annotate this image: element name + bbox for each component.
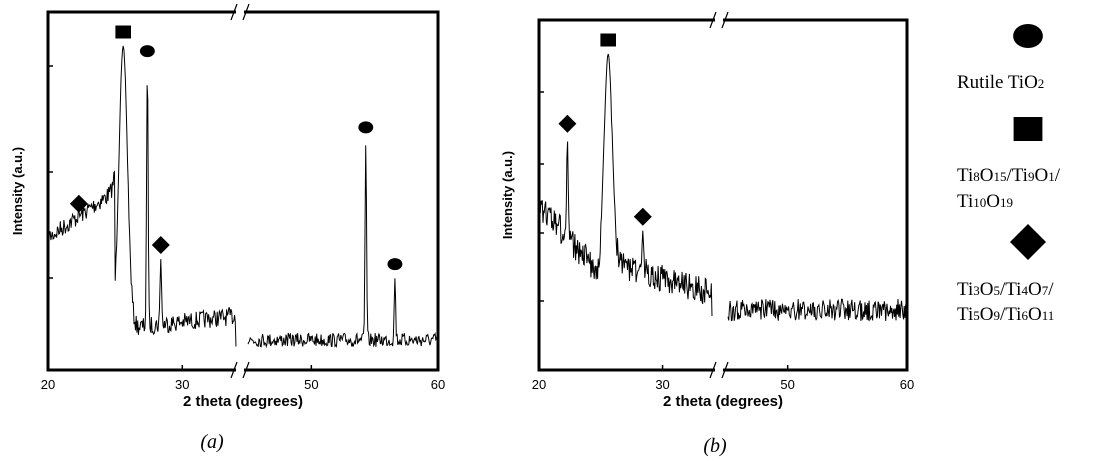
- xrd-trace-segment: [538, 53, 713, 317]
- x-tick-label: 50: [780, 377, 794, 392]
- legend-text-part: 9: [1028, 169, 1035, 184]
- legend-text-part: 8: [973, 169, 980, 184]
- legend-text-part: 6: [1021, 308, 1028, 323]
- peak-marker-diamond: [69, 194, 88, 213]
- peak-marker-diamond: [558, 114, 577, 133]
- axis-break-slash: [709, 11, 717, 29]
- x-tick-label: 60: [900, 377, 914, 392]
- axis-break-slash: [721, 361, 729, 379]
- panel-caption: (a): [200, 431, 224, 453]
- legend-text-part: O: [980, 279, 994, 300]
- axis-break-slash: [230, 3, 238, 21]
- peak-marker-square: [600, 33, 616, 47]
- legend-text-part: O: [980, 165, 994, 186]
- legend-label: Ti10O19: [957, 191, 1013, 212]
- phase-legend: Rutile TiO2Ti8O15/Ti9O1/Ti10O19Ti3O5/Ti4…: [957, 24, 1061, 325]
- x-tick-label: 60: [431, 377, 445, 392]
- legend-text-part: 3: [973, 283, 980, 298]
- legend-text-part: Ti: [957, 304, 973, 325]
- legend-text-part: O: [1034, 165, 1048, 186]
- legend-text-part: /Ti: [1000, 279, 1022, 300]
- axis-break-slash: [230, 361, 238, 379]
- peak-marker-circle: [139, 45, 155, 58]
- axis-break-gap-top: [236, 8, 244, 16]
- legend-text-part: 7: [1042, 283, 1049, 298]
- legend-text-part: 5: [973, 308, 980, 323]
- x-tick-label: 50: [304, 377, 318, 392]
- legend-text-part: O: [1028, 279, 1042, 300]
- axis-break-slash: [709, 361, 717, 379]
- legend-text-part: O: [1028, 304, 1042, 325]
- peak-marker-circle: [387, 258, 403, 271]
- legend-text-part: /: [1055, 165, 1061, 186]
- legend-text-part: 9: [993, 308, 1000, 323]
- chart-panel-a: 20 30 50 60 2 theta (degrees) Intensity (a.u.…: [10, 3, 445, 453]
- legend-text-part: /: [1048, 279, 1054, 300]
- legend-label: Ti8O15/Ti9O1/: [957, 165, 1061, 186]
- peak-marker-diamond: [633, 207, 652, 226]
- peak-marker-diamond: [151, 236, 170, 255]
- x-axis-title: 2 theta (degrees): [663, 393, 783, 410]
- chart-panel-b: 20 30 50 60 2 theta (degrees) Intensity (a.u.…: [500, 11, 914, 457]
- legend-text-part: /Ti: [1000, 304, 1022, 325]
- legend-text-part: 15: [993, 169, 1006, 184]
- axis-break-gap-bottom: [715, 366, 723, 374]
- legend-text-part: 10: [973, 195, 986, 210]
- xrd-trace-segment: [727, 298, 908, 322]
- xrd-trace-segment: [47, 45, 237, 347]
- legend-text-part: 5: [993, 283, 1000, 298]
- plot-frame: [46, 10, 440, 372]
- x-tick-label: 30: [175, 377, 189, 392]
- x-tick-label: 20: [41, 377, 55, 392]
- axis-break-slash: [721, 11, 729, 29]
- legend-text-part: 1: [1048, 169, 1055, 184]
- peak-marker-circle: [358, 121, 374, 134]
- legend-text-part: Ti: [957, 191, 973, 212]
- legend-label: Rutile TiO2: [957, 72, 1044, 93]
- legend-diamond-icon: [1010, 224, 1046, 260]
- legend-text-part: Ti: [957, 165, 973, 186]
- axis-break-gap-bottom: [236, 366, 244, 374]
- legend-text-part: 11: [1042, 308, 1055, 323]
- xrd-trace-segment: [247, 145, 439, 349]
- legend-square-icon: [1013, 117, 1043, 141]
- plot-frame: [537, 18, 909, 372]
- legend-text-part: Ti: [957, 279, 973, 300]
- y-axis-title: Intensity (a.u.): [10, 147, 25, 235]
- legend-text-part: O: [986, 191, 1000, 212]
- legend-text-part: /Ti: [1006, 165, 1028, 186]
- legend-label: Ti5O9/Ti6O11: [957, 304, 1054, 325]
- legend-circle-icon: [1013, 24, 1043, 48]
- y-axis-title: Intensity (a.u.): [500, 151, 515, 239]
- legend-label: Ti3O5/Ti4O7/: [957, 279, 1054, 300]
- x-tick-label: 20: [532, 377, 546, 392]
- x-axis-title: 2 theta (degrees): [183, 393, 303, 410]
- peak-marker-square: [115, 25, 131, 39]
- legend-text-part: 19: [1000, 195, 1013, 210]
- legend-text-part: 4: [1021, 283, 1028, 298]
- panel-caption: (b): [703, 435, 727, 457]
- axis-break-gap-top: [715, 16, 723, 24]
- legend-text-part: Rutile TiO: [957, 72, 1038, 93]
- axis-break-slash: [242, 3, 250, 21]
- legend-text-part: O: [980, 304, 994, 325]
- x-tick-label: 30: [655, 377, 669, 392]
- legend-text-part: 2: [1038, 76, 1045, 91]
- axis-break-slash: [242, 361, 250, 379]
